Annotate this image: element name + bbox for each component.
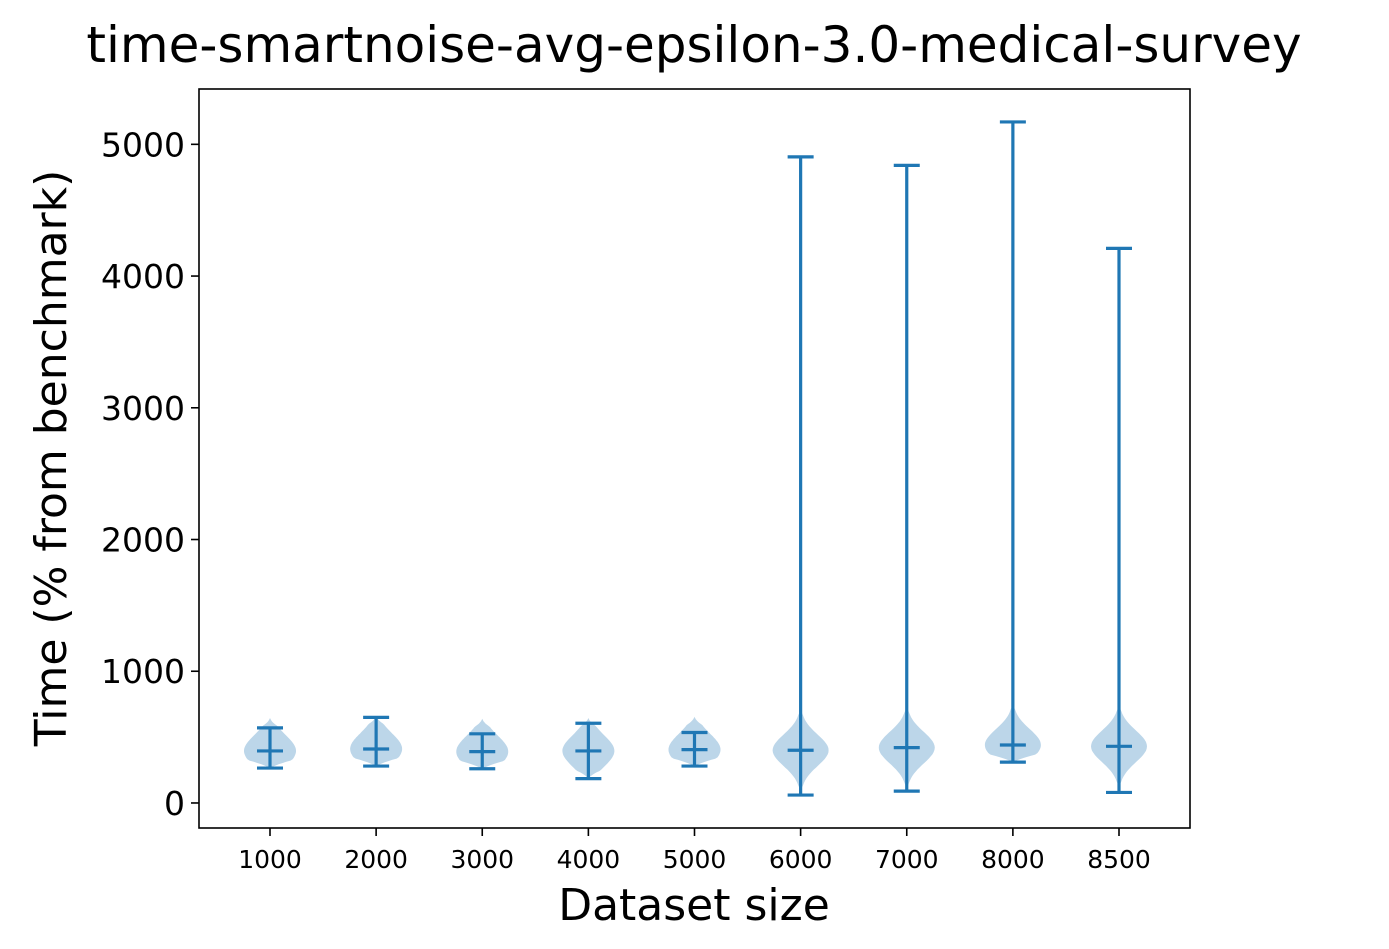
x-tick-label: 4000 [557,845,621,874]
y-tick-label: 5000 [101,125,185,164]
x-tick-label: 1000 [238,845,302,874]
y-tick-label: 2000 [101,521,185,560]
x-tick-label: 3000 [450,845,514,874]
y-tick-label: 4000 [101,257,185,296]
y-tick-label: 3000 [101,389,185,428]
violin-8500 [1091,246,1147,795]
x-tick-label: 8500 [1087,845,1151,874]
x-tick-label: 7000 [875,845,939,874]
violin-8000 [984,120,1041,764]
y-axis: 0 1000 2000 3000 4000 5000 [101,125,199,823]
violin-5000 [668,716,721,768]
violin-1000 [244,718,296,770]
x-tick-label: 6000 [769,845,833,874]
x-axis: 1000 2000 3000 4000 5000 6000 7000 8000 8500 [238,828,1151,874]
violin-3000 [456,718,509,771]
violin-4000 [562,718,615,781]
y-tick-label: 1000 [101,652,185,691]
violin-7000 [878,163,935,793]
x-tick-label: 5000 [663,845,727,874]
x-tick-label: 8000 [981,845,1045,874]
y-axis-label: Time (% from benchmark) [26,170,77,748]
plot-area [244,120,1147,797]
violin-2000 [350,715,403,768]
x-axis-label: Dataset size [558,880,830,931]
chart-title: time-smartnoise-avg-epsilon-3.0-medical-… [86,16,1301,74]
y-tick-label: 0 [164,784,185,823]
x-tick-label: 2000 [344,845,408,874]
violin-6000 [772,155,829,797]
